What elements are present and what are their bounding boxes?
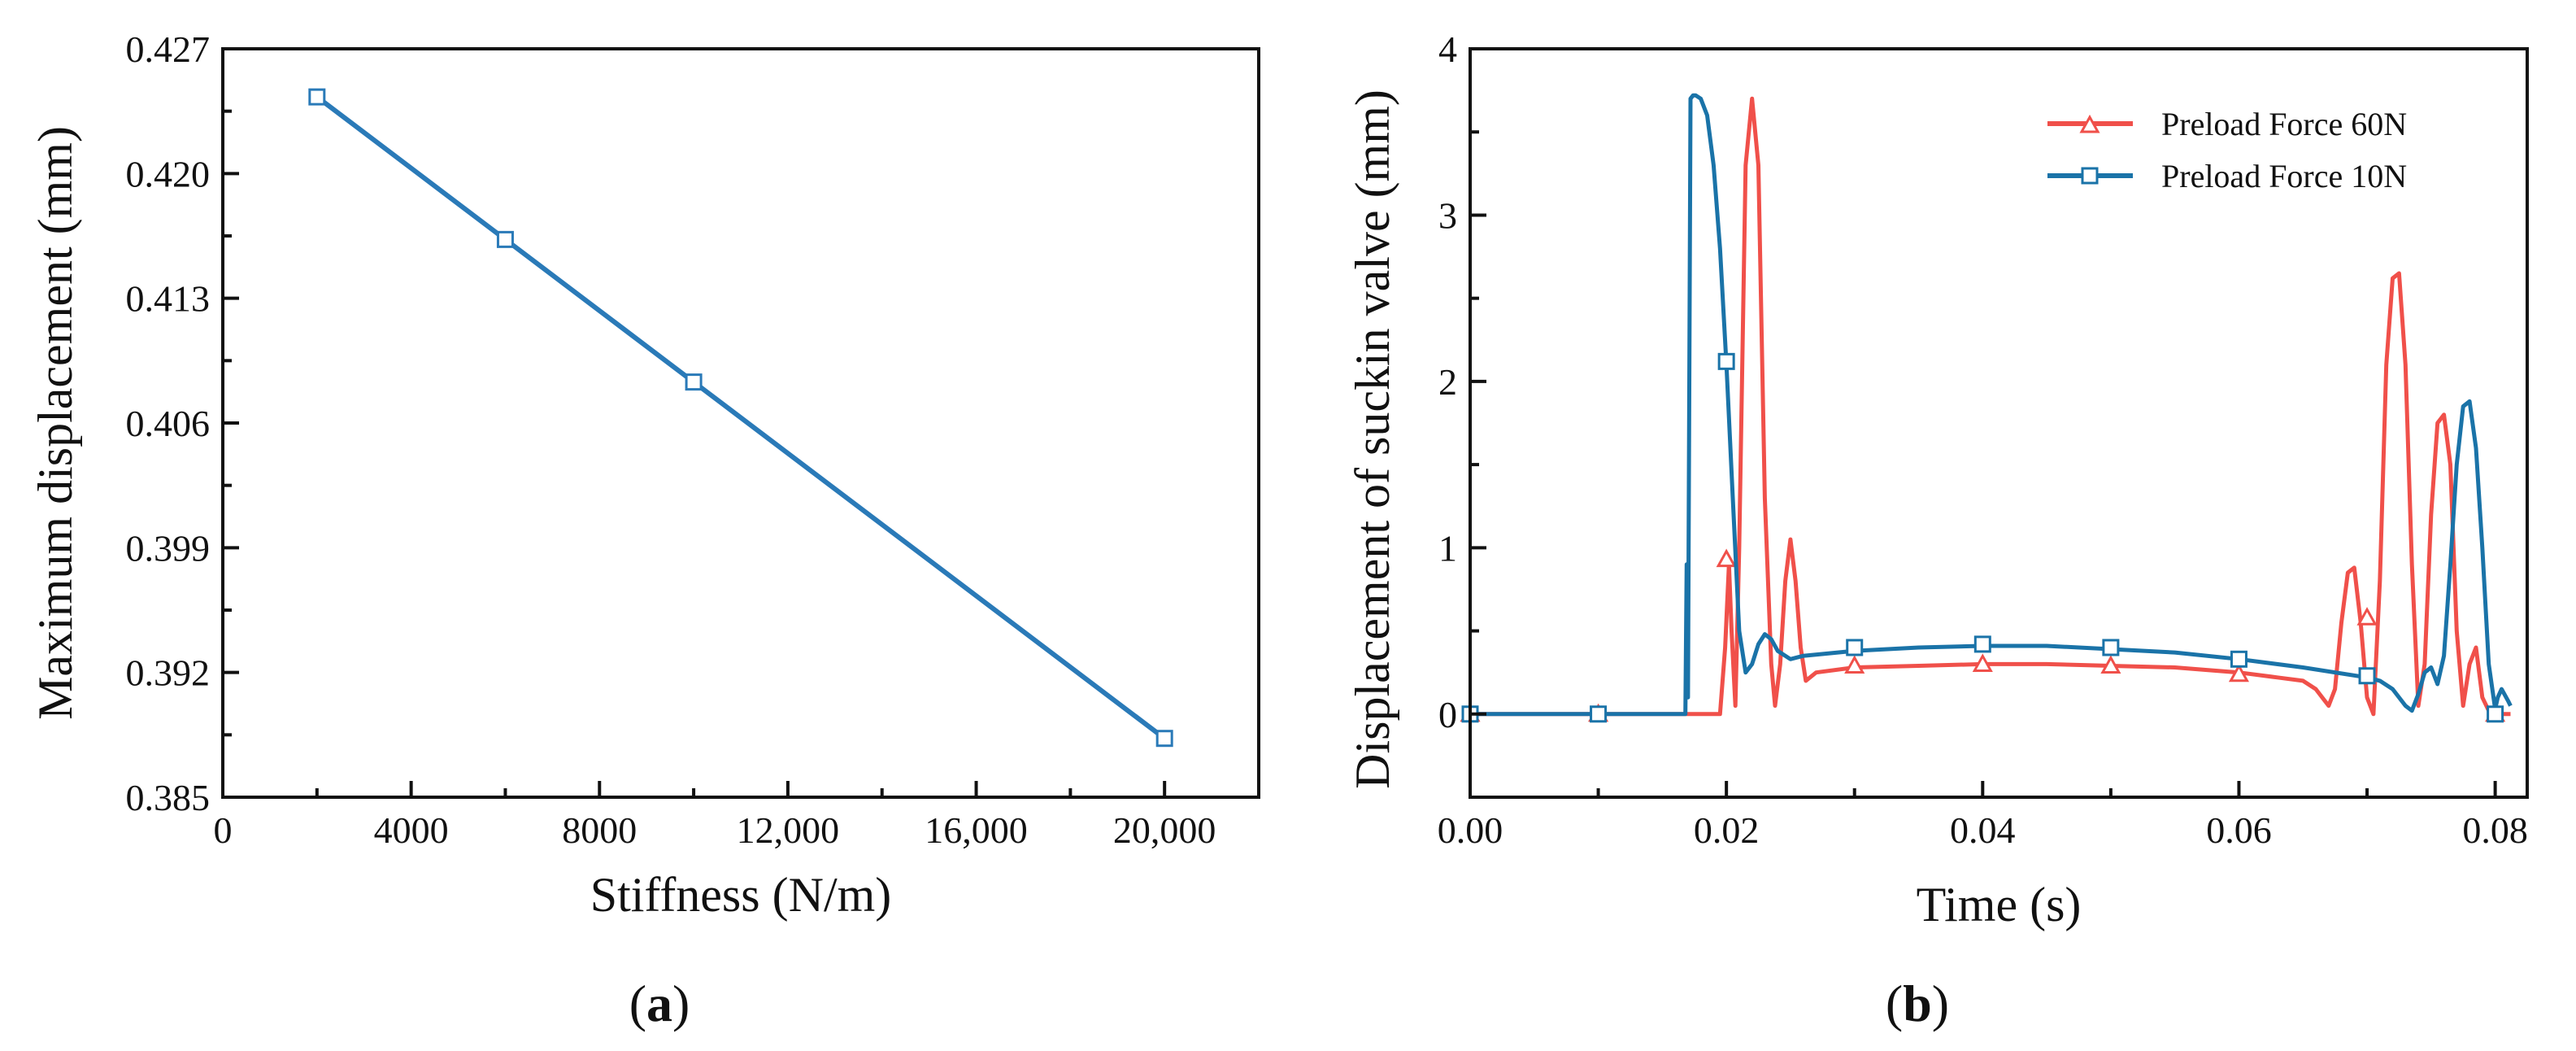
panel-a-y-axis-title: Maximum displacement (mm): [28, 126, 82, 720]
panel-b-marker-preload-force-60n: [2100, 655, 2121, 674]
panel-a-axes: 0 4000 8000 12,000 16,000 20,000 0.385 0.392 0.3…: [126, 28, 1216, 851]
panel-b-x-tick-label: 0.02: [1694, 809, 1760, 851]
panel-a-y-tick-label: 0.427: [126, 28, 211, 70]
panel-a-caption: (a): [629, 975, 690, 1032]
panel-a-y-tick-label: 0.399: [126, 527, 211, 569]
panel-b-y-axis-title: Displacement of suckin valve (mm): [1346, 89, 1399, 789]
panel-a-marker-maximum-displacement: [1155, 730, 1173, 748]
panel-a-y-tick-label: 0.413: [126, 278, 211, 320]
panel-a-y-tick-label: 0.406: [126, 403, 211, 444]
panel-b-marker-preload-force-10n: [1590, 705, 1608, 723]
legend-label-preload-60n: Preload Force 60N: [2161, 106, 2407, 142]
panel-a-caption-close: ): [672, 975, 690, 1032]
panel-b-marker-preload-force-60n: [1972, 653, 1993, 672]
panel-a-caption-letter: a: [646, 975, 672, 1032]
panel-a-y-tick-label: 0.420: [126, 153, 211, 194]
panel-a-x-axis-title: Stiffness (N/m): [590, 868, 892, 922]
panel-b-y-tick-label: 4: [1438, 28, 1457, 70]
panel-b-axes: 0.00 0.02 0.04 0.06 0.08 0 1 2 3 4: [1438, 28, 2528, 851]
panel-a-chart: 0 4000 8000 12,000 16,000 20,000 0.385 0.392 0.3…: [28, 28, 1260, 1032]
panel-b-y-tick-label: 3: [1438, 194, 1457, 236]
panel-b-series-line-preload-force-10n: [1470, 93, 2513, 717]
panel-a-x-tick-label: 20,000: [1113, 809, 1216, 851]
panel-b-x-tick-label: 0.06: [2206, 809, 2272, 851]
panel-b-marker-preload-force-10n: [1846, 639, 1864, 656]
panel-b-x-tick-label: 0.00: [1438, 809, 1503, 851]
panel-b-caption-close: ): [1932, 975, 1949, 1032]
panel-a-marker-maximum-displacement: [308, 88, 326, 106]
panel-b-marker-preload-force-60n: [1844, 655, 1865, 674]
panel-b-marker-preload-force-10n: [1973, 635, 1991, 653]
panel-a-marker-maximum-displacement: [685, 373, 703, 391]
panel-b-series-line-preload-force-60n: [1470, 96, 2511, 717]
panel-b-x-tick-label: 0.04: [1950, 809, 2016, 851]
panel-a-x-tick-label: 16,000: [925, 809, 1028, 851]
panel-b-x-axis-title: Time (s): [1917, 878, 2082, 931]
panel-b-marker-preload-force-10n: [2487, 705, 2504, 723]
legend-marker-preload-10n: [2081, 167, 2099, 185]
panel-b-marker-preload-force-10n: [1717, 352, 1735, 370]
panel-a-y-tick-label: 0.392: [126, 652, 211, 694]
panel-a-frame: [221, 47, 1260, 799]
panel-b-caption-letter: b: [1903, 975, 1932, 1032]
panel-b-marker-preload-force-60n: [2228, 663, 2249, 682]
panel-b-marker-preload-force-60n: [2356, 607, 2378, 626]
panel-a-x-tick-label: 4000: [374, 809, 449, 851]
panel-a-y-tick-label: 0.385: [126, 777, 211, 818]
panel-b-marker-preload-force-60n: [1716, 548, 1737, 568]
panel-b-caption-open: (: [1886, 975, 1903, 1032]
panel-b-y-tick-label: 0: [1438, 694, 1457, 735]
panel-a-marker-maximum-displacement: [496, 230, 514, 248]
panel-a-x-tick-label: 0: [214, 809, 233, 851]
panel-a-series-line-maximum-displacement: [315, 94, 1167, 741]
panel-b-marker-preload-force-10n: [2358, 667, 2376, 685]
panel-b-y-tick-label: 2: [1438, 361, 1457, 403]
panel-a-x-tick-label: 12,000: [737, 809, 840, 851]
legend-marker-preload-60n: [2079, 114, 2100, 133]
panel-a-caption-open: (: [629, 975, 646, 1032]
panel-b-marker-preload-force-10n: [2230, 650, 2247, 668]
panel-b-chart: 0.00 0.02 0.04 0.06 0.08 0 1 2 3 4 Preload Force …: [1346, 28, 2529, 1032]
panel-a-plot-area: [308, 88, 1173, 748]
panel-b-x-tick-label: 0.08: [2462, 809, 2528, 851]
panel-b-y-tick-label: 1: [1438, 527, 1457, 569]
panel-a-x-tick-label: 8000: [562, 809, 637, 851]
panel-b-frame: [1469, 47, 2529, 799]
panel-b-plot-area: [1460, 93, 2513, 723]
panel-b-legend: Preload Force 60N Preload Force 10N: [2047, 106, 2407, 194]
legend-label-preload-10n: Preload Force 10N: [2161, 158, 2407, 194]
panel-b-marker-preload-force-10n: [2102, 639, 2120, 656]
panel-b-caption: (b): [1886, 975, 1949, 1032]
